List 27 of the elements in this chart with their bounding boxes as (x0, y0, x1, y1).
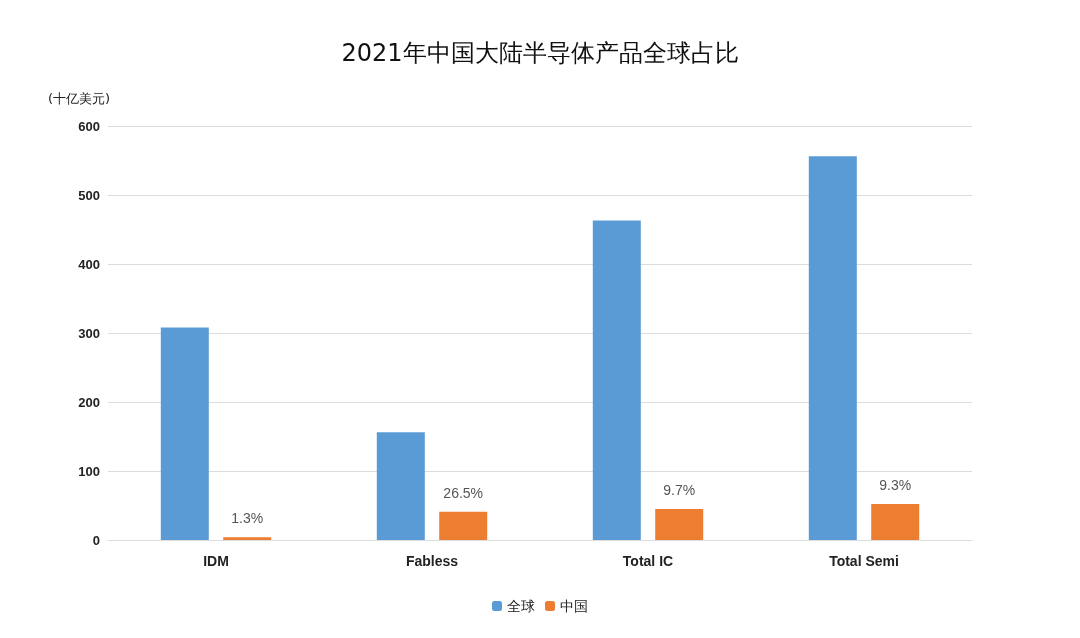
y-tick-label: 0 (92, 532, 100, 548)
bar (592, 220, 641, 540)
bar (871, 504, 920, 540)
x-tick-label: Fabless (405, 553, 459, 569)
bar (808, 156, 857, 540)
bar (223, 537, 272, 540)
legend-label: 中国 (560, 598, 588, 614)
y-tick-label: 200 (78, 394, 100, 410)
annotation: 9.3% (879, 477, 912, 494)
y-tick-label: 600 (78, 118, 100, 134)
annotation: 1.3% (231, 510, 264, 527)
annotation: 9.7% (663, 481, 696, 498)
legend-label: 全球 (507, 598, 535, 614)
y-tick-label: 100 (78, 463, 100, 479)
y-tick-label: 300 (78, 325, 100, 341)
y-axis-title: (十亿美元) (48, 91, 111, 106)
annotation: 26.5% (443, 484, 484, 501)
y-tick-label: 400 (78, 256, 100, 272)
bar (160, 327, 209, 540)
x-tick-label: Total IC (622, 553, 674, 569)
x-tick-label: IDM (203, 553, 229, 569)
chart-title: 2021年中国大陆半导体产品全球占比 (341, 39, 739, 67)
x-tick-label: Total Semi (829, 553, 899, 569)
y-tick-label: 500 (78, 187, 100, 203)
bar (376, 432, 425, 540)
bar (439, 511, 488, 540)
bar (655, 508, 704, 540)
